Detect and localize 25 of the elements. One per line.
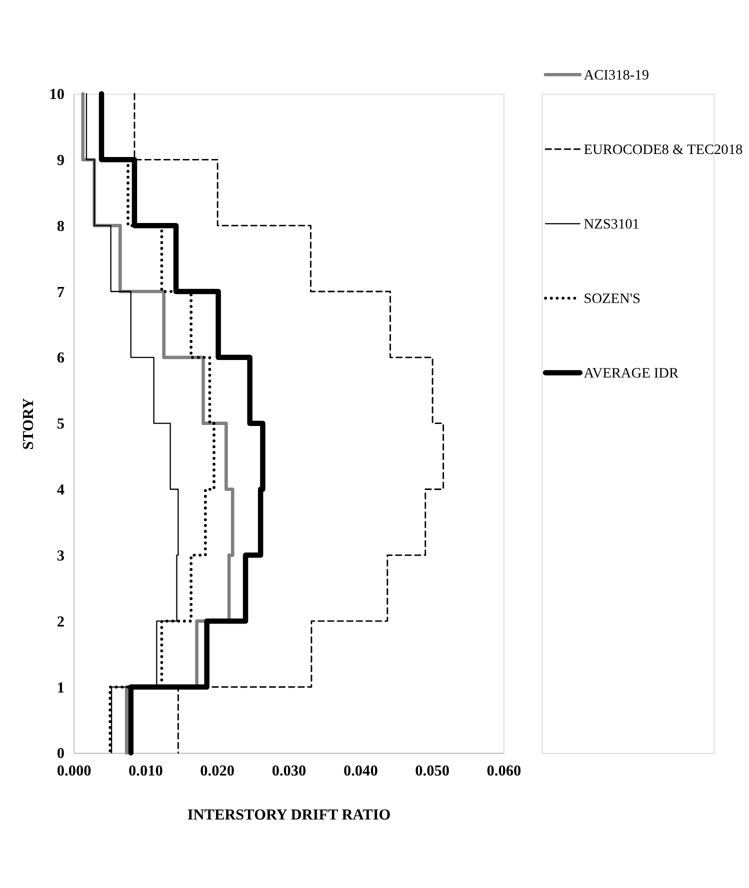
x-tick-label: 0.000 xyxy=(56,762,92,780)
x-axis-title: INTERSTORY DRIFT RATIO xyxy=(187,806,391,824)
y-tick-label: 10 xyxy=(49,86,65,103)
x-tick-label: 0.050 xyxy=(415,762,450,780)
y-tick-label: 0 xyxy=(56,745,65,762)
x-tick-label: 0.030 xyxy=(272,762,307,780)
x-tick-label: 0.020 xyxy=(200,762,235,780)
x-tick-label: 0.010 xyxy=(128,762,164,780)
y-tick-label: 1 xyxy=(56,679,64,696)
y-tick-label: 7 xyxy=(56,284,65,301)
y-tick-label: 3 xyxy=(56,547,65,564)
legend-label: SOZEN'S xyxy=(584,290,640,307)
legend-label: AVERAGE IDR xyxy=(584,365,680,382)
y-tick-label: 5 xyxy=(56,416,65,433)
y-tick-label: 6 xyxy=(56,350,65,367)
y-axis-title: STORY xyxy=(20,398,37,450)
legend-label: NZS3101 xyxy=(584,216,640,232)
y-tick-label: 8 xyxy=(56,218,65,235)
x-tick-label: 0.060 xyxy=(486,762,522,780)
x-tick-label: 0.040 xyxy=(343,762,378,780)
legend-label: ACI318-19 xyxy=(584,67,650,84)
y-tick-label: 9 xyxy=(56,152,65,169)
y-tick-label: 2 xyxy=(56,613,64,630)
legend-label: EUROCODE8 & TEC2018 xyxy=(584,142,743,158)
y-tick-label: 4 xyxy=(56,482,65,499)
